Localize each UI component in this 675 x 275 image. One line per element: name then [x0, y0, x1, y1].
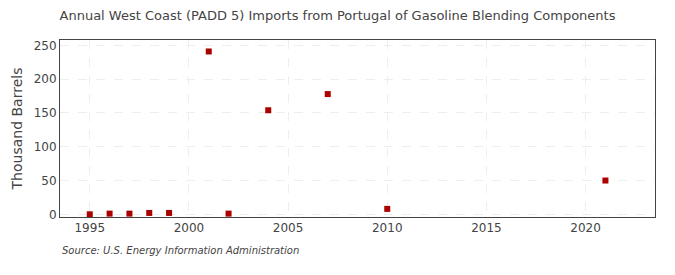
svg-text:150: 150	[34, 106, 57, 120]
svg-text:0: 0	[49, 208, 57, 222]
svg-text:Thousand Barrels: Thousand Barrels	[9, 68, 25, 191]
svg-text:1995: 1995	[74, 221, 105, 235]
svg-text:Source: U.S. Energy Informatio: Source: U.S. Energy Information Administ…	[62, 245, 299, 256]
svg-text:2005: 2005	[273, 221, 304, 235]
svg-text:50: 50	[41, 174, 56, 188]
svg-text:2000: 2000	[174, 221, 205, 235]
svg-text:100: 100	[34, 140, 57, 154]
svg-text:2010: 2010	[372, 221, 403, 235]
svg-text:2015: 2015	[471, 221, 502, 235]
svg-text:200: 200	[34, 72, 57, 86]
svg-text:250: 250	[34, 39, 57, 53]
svg-text:2020: 2020	[570, 221, 601, 235]
svg-text:Annual West Coast (PADD 5) Imp: Annual West Coast (PADD 5) Imports from …	[60, 8, 616, 23]
